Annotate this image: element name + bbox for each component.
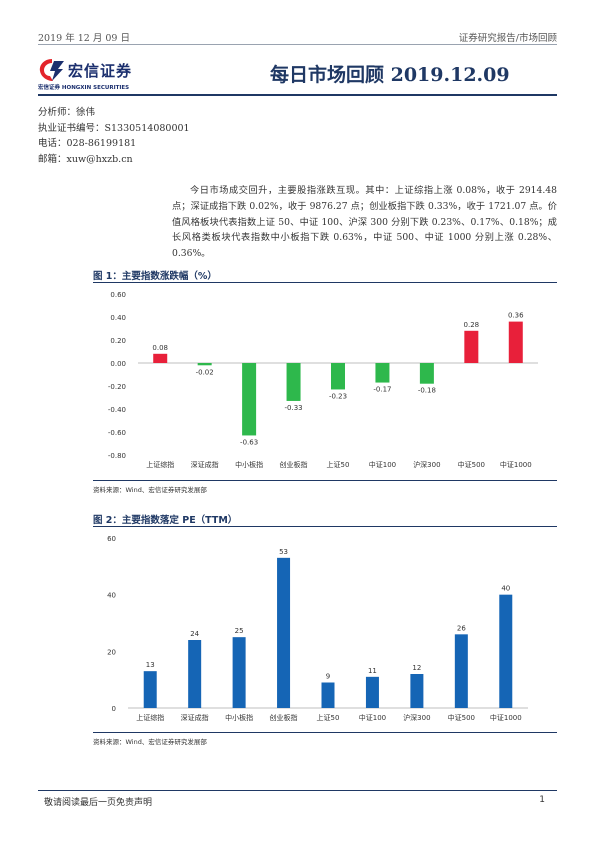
- bar-4: [277, 557, 291, 708]
- x-tick-label: 中证500: [448, 713, 475, 722]
- bar-9: [508, 321, 523, 363]
- figure-1-title: 图 1：主要指数涨跌幅（%）: [93, 271, 217, 282]
- figure-1-rule: [93, 282, 557, 283]
- logo-mark-icon: [39, 59, 64, 81]
- analyst-name: 分析师：徐伟: [38, 107, 96, 118]
- x-tick-label: 深证成指: [181, 713, 209, 722]
- y-tick-label: -0.80: [108, 452, 126, 460]
- x-tick-label: 沪深300: [413, 460, 440, 469]
- figure-2-bottom-rule: [93, 732, 557, 733]
- figure-2-source: 资料来源：Wind、宏信证券研究发展部: [93, 738, 207, 746]
- bar-value-label: 0.08: [152, 344, 168, 352]
- bar-value-label: -0.63: [240, 438, 258, 446]
- bar-5: [321, 682, 335, 708]
- y-tick-label: 0: [112, 705, 116, 713]
- title-divider: [38, 94, 557, 96]
- bar-5: [331, 363, 345, 390]
- bar-value-label: 24: [190, 630, 199, 638]
- x-tick-label: 上证50: [317, 713, 340, 722]
- bar-3: [242, 363, 257, 436]
- index-pe-chart: 60 40 20 0 13 上证综指 24 深证成指 25 中小板指 53 创业板指 9 上证50 11 中证…: [107, 535, 528, 722]
- y-tick-label: 20: [107, 648, 116, 656]
- x-tick-label: 沪深300: [403, 713, 430, 722]
- x-tick-label: 上证50: [327, 460, 350, 469]
- report-date: 2019 年 12 月 09 日: [38, 33, 130, 44]
- bar-value-label: 12: [412, 664, 421, 672]
- bar-value-label: 13: [146, 661, 155, 669]
- bar-1: [153, 353, 168, 363]
- x-tick-label: 上证综指: [136, 713, 164, 722]
- bar-value-label: -0.18: [418, 387, 436, 395]
- bar-value-label: 11: [368, 667, 377, 675]
- bar-6: [375, 363, 390, 383]
- page-header: 2019 年 12 月 09 日 证券研究报告/市场回顾: [38, 28, 557, 44]
- figure-2-title: 图 2：主要指数落定 PE（TTM）: [93, 515, 238, 526]
- disclaimer-note: 敬请阅读最后一页免责声明: [44, 798, 153, 808]
- x-tick-label: 中证100: [369, 460, 396, 469]
- bar-2: [197, 363, 212, 366]
- company-logo: 宏信证券 宏信证券 HONGXIN SECURITIES: [38, 54, 168, 94]
- phone-number: 电话：028-86199181: [38, 138, 137, 149]
- logo-name-cn: 宏信证券: [68, 62, 133, 80]
- x-tick-label: 中证1000: [490, 713, 522, 722]
- license-number: 执业证书编号：S1330514080001: [38, 122, 190, 134]
- bar-3: [232, 637, 246, 708]
- logo-name-en: 宏信证券 HONGXIN SECURITIES: [38, 85, 130, 91]
- y-tick-label: 60: [107, 535, 116, 543]
- bar-value-label: -0.17: [373, 386, 391, 394]
- y-tick-label: 0.00: [110, 360, 126, 368]
- bar-7: [419, 363, 434, 384]
- x-tick-label: 中证500: [458, 460, 485, 469]
- bar-value-label: -0.23: [329, 392, 347, 400]
- email-address: 邮箱：xuw@hxzb.cn: [38, 153, 133, 165]
- page-number: 1: [539, 795, 545, 805]
- bar-value-label: 0.28: [464, 321, 480, 329]
- bar-8: [464, 330, 479, 363]
- author-block: 分析师：徐伟 执业证书编号：S1330514080001 电话：028-8619…: [38, 105, 190, 167]
- report-title: 每日市场回顾 2019.12.09: [270, 64, 510, 86]
- bar-value-label: 40: [501, 585, 510, 593]
- bar-value-label: 26: [457, 624, 466, 632]
- x-tick-label: 中小板指: [225, 713, 253, 722]
- bar-6: [365, 676, 379, 708]
- header-divider: [38, 44, 557, 45]
- bar-8: [454, 634, 468, 708]
- figure-2-rule: [93, 526, 557, 527]
- y-tick-label: 40: [107, 592, 116, 600]
- bar-7: [410, 674, 424, 708]
- x-tick-label: 中证1000: [500, 460, 532, 469]
- x-tick-label: 中小板指: [235, 460, 263, 469]
- bar-value-label: -0.33: [284, 404, 302, 412]
- bar-value-label: -0.02: [196, 368, 214, 376]
- x-tick-label: 上证综指: [146, 460, 174, 469]
- y-tick-label: 0.60: [110, 291, 126, 299]
- y-tick-label: 0.40: [110, 314, 126, 322]
- bar-value-label: 9: [326, 673, 330, 681]
- x-tick-label: 创业板指: [270, 713, 298, 722]
- bar-value-label: 25: [235, 627, 244, 635]
- figure-1-source: 资料来源：Wind、宏信证券研究发展部: [93, 486, 207, 494]
- bar-value-label: 0.36: [508, 312, 524, 320]
- y-tick-label: -0.20: [108, 383, 126, 391]
- bar-9: [499, 594, 513, 708]
- x-tick-label: 中证100: [359, 713, 386, 722]
- y-tick-label: -0.40: [108, 406, 126, 414]
- bar-2: [188, 640, 202, 708]
- index-change-chart: 0.60 0.40 0.20 0.00 -0.20 -0.40 -0.60 -0.80 0.08…: [108, 291, 538, 469]
- x-tick-label: 深证成指: [191, 460, 219, 469]
- bar-value-label: 53: [279, 548, 288, 556]
- bar-4: [286, 363, 301, 401]
- market-summary: 今日市场成交回升，主要股指涨跌互现。其中：上证综指上涨 0.08%，收于 291…: [172, 185, 557, 260]
- x-tick-label: 创业板指: [280, 460, 308, 469]
- report-category: 证券研究报告/市场回顾: [458, 33, 557, 44]
- y-tick-label: 0.20: [110, 337, 126, 345]
- y-tick-label: -0.60: [108, 429, 126, 437]
- bar-1: [143, 671, 157, 708]
- figure-1-bottom-rule: [93, 480, 557, 481]
- footer-divider: [38, 790, 557, 791]
